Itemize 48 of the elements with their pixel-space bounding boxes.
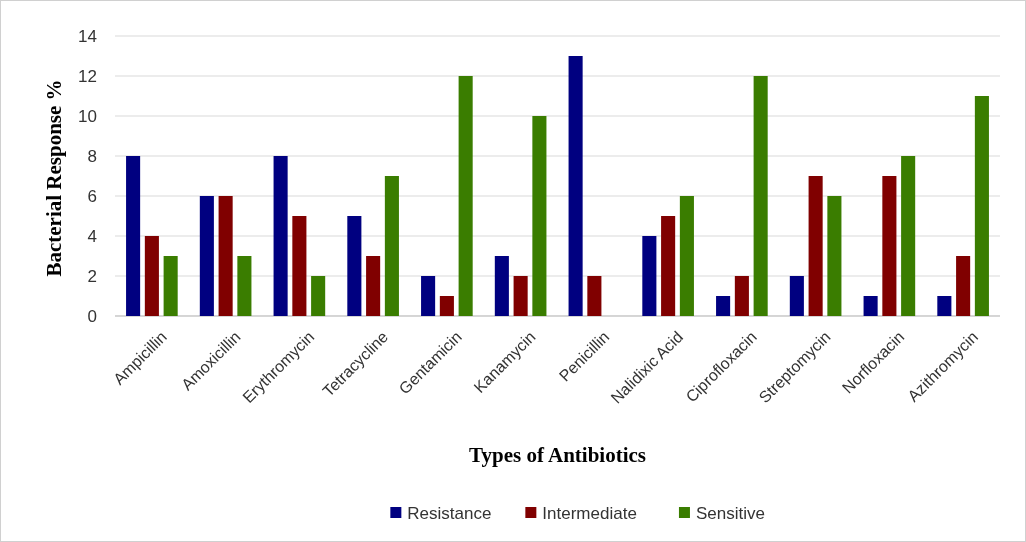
- y-tick-label: 12: [78, 66, 97, 86]
- y-tick-label: 14: [78, 26, 97, 46]
- bar: [716, 296, 731, 316]
- legend-label: Sensitive: [695, 503, 765, 523]
- y-tick-label: 6: [87, 186, 97, 206]
- legend-label: Intermediate: [542, 503, 637, 523]
- y-tick-label: 4: [87, 226, 97, 246]
- y-axis-title: Bacterial Response %: [42, 79, 66, 277]
- bar: [163, 256, 178, 316]
- bar: [273, 156, 288, 316]
- x-axis-title: Types of Antibiotics: [469, 443, 646, 467]
- bar: [937, 296, 952, 316]
- bar: [642, 236, 657, 316]
- bar: [661, 216, 676, 316]
- bar: [366, 256, 381, 316]
- bar: [956, 256, 971, 316]
- bar: [734, 276, 749, 316]
- bar: [753, 76, 768, 316]
- y-tick-label: 2: [87, 266, 97, 286]
- bar: [458, 76, 473, 316]
- y-tick-label: 0: [87, 306, 97, 326]
- bar: [974, 96, 989, 316]
- legend-label: Resistance: [407, 503, 492, 523]
- bar: [789, 276, 804, 316]
- bar: [311, 276, 326, 316]
- bar: [587, 276, 602, 316]
- bar: [384, 176, 399, 316]
- bar: [347, 216, 362, 316]
- bar: [863, 296, 878, 316]
- bar: [568, 56, 583, 316]
- bar: [513, 276, 528, 316]
- bar: [494, 256, 509, 316]
- bar: [144, 236, 159, 316]
- bar: [237, 256, 252, 316]
- bar: [292, 216, 307, 316]
- bar: [901, 156, 916, 316]
- bar: [808, 176, 823, 316]
- bar: [421, 276, 436, 316]
- bar: [679, 196, 694, 316]
- bar: [126, 156, 141, 316]
- bar: [439, 296, 454, 316]
- bar: [827, 196, 842, 316]
- bar: [532, 116, 547, 316]
- bar: [218, 196, 233, 316]
- y-tick-label: 10: [78, 106, 97, 126]
- bar: [882, 176, 897, 316]
- bar: [199, 196, 214, 316]
- y-tick-label: 8: [87, 146, 97, 166]
